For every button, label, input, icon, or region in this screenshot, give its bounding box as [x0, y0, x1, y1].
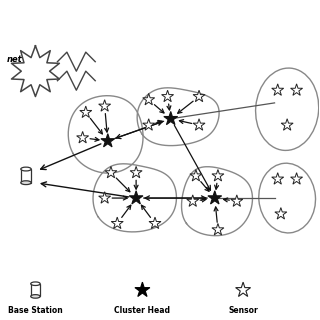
- Polygon shape: [162, 90, 173, 102]
- Polygon shape: [111, 217, 123, 228]
- Polygon shape: [143, 93, 155, 105]
- Polygon shape: [77, 132, 89, 143]
- Ellipse shape: [21, 167, 31, 171]
- Polygon shape: [80, 106, 92, 117]
- Polygon shape: [281, 119, 293, 130]
- Polygon shape: [143, 119, 155, 130]
- Bar: [21, 169, 31, 183]
- Polygon shape: [99, 192, 111, 203]
- Polygon shape: [164, 111, 178, 125]
- Polygon shape: [208, 191, 222, 204]
- Polygon shape: [187, 195, 199, 206]
- Polygon shape: [190, 170, 202, 181]
- Polygon shape: [291, 173, 303, 184]
- Polygon shape: [101, 134, 115, 147]
- Polygon shape: [236, 282, 251, 296]
- Polygon shape: [275, 208, 287, 219]
- Polygon shape: [272, 84, 284, 95]
- Ellipse shape: [21, 181, 31, 185]
- Text: Cluster Head: Cluster Head: [115, 306, 171, 315]
- Polygon shape: [105, 166, 117, 178]
- Polygon shape: [135, 282, 150, 296]
- Ellipse shape: [31, 295, 40, 298]
- Text: Sensor: Sensor: [228, 306, 258, 315]
- Polygon shape: [272, 173, 284, 184]
- Polygon shape: [193, 90, 205, 102]
- Polygon shape: [212, 223, 224, 235]
- Text: Base Station: Base Station: [8, 306, 63, 315]
- Text: net: net: [7, 55, 23, 64]
- Polygon shape: [212, 170, 224, 181]
- Bar: [31, 284, 40, 296]
- Polygon shape: [231, 195, 243, 206]
- Polygon shape: [149, 217, 161, 228]
- Polygon shape: [129, 191, 143, 204]
- Polygon shape: [193, 119, 205, 130]
- Polygon shape: [130, 166, 142, 178]
- Ellipse shape: [31, 282, 40, 285]
- Polygon shape: [291, 84, 303, 95]
- Polygon shape: [99, 100, 111, 111]
